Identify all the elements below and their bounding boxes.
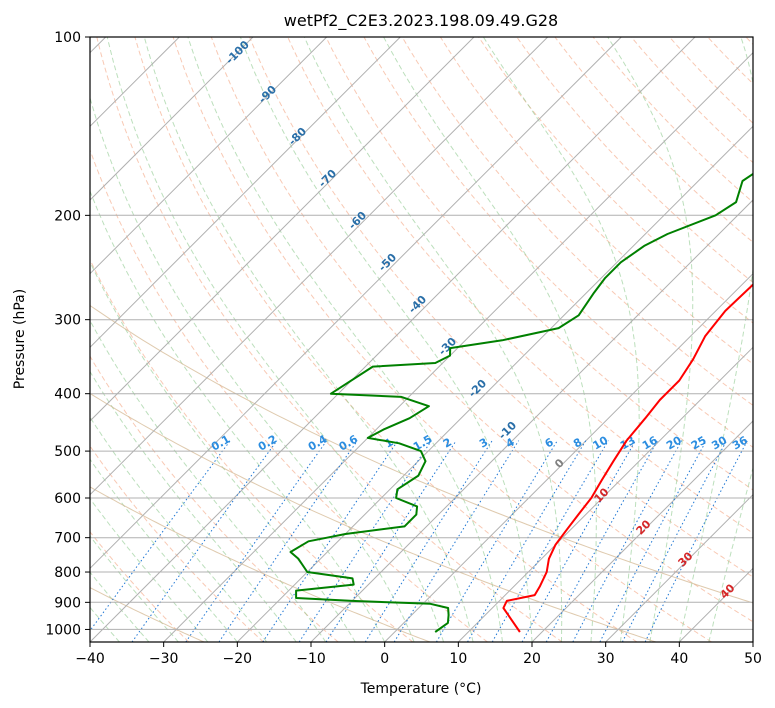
dry-adiabat-line (439, 37, 753, 365)
isotherm-line (163, 51, 753, 642)
mixing-ratio-line (393, 440, 520, 642)
mixing-ratio-line (521, 440, 637, 642)
y-axis-label: Pressure (hPa) (12, 289, 28, 389)
mixing-ratio-line (325, 440, 457, 642)
x-tick-label: −20 (223, 651, 253, 667)
moist-adiabat-line (678, 37, 753, 642)
mixing-ratio-line (185, 440, 328, 642)
x-tick-label: 0 (380, 651, 389, 667)
reference-adiabat-line (90, 587, 205, 642)
mixing-ratio-line (644, 440, 748, 642)
y-tick-label: 200 (54, 208, 81, 224)
isotherm-line (90, 37, 475, 422)
mixing-ratio-line (491, 440, 609, 642)
mixing-ratio-line (572, 440, 683, 642)
mixing-ratio-line (364, 440, 493, 642)
y-tick-label: 600 (54, 491, 81, 507)
moist-adiabat-line (90, 319, 327, 642)
isotherm-line (605, 493, 753, 642)
x-tick-label: 50 (744, 651, 762, 667)
mixing-ratio-line (262, 440, 399, 642)
chart-title: wetPf2_C2E3.2023.198.09.49.G28 (284, 11, 558, 31)
reference-adiabat-line (90, 392, 657, 642)
y-tick-label: 100 (54, 30, 81, 46)
dry-adiabat-line (249, 37, 753, 578)
y-tick-label: 500 (54, 444, 81, 460)
moist-adiabat-line (143, 37, 474, 642)
mixing-ratio-line (131, 440, 278, 642)
plot-frame (89, 36, 754, 643)
dry-adiabat-line (90, 531, 190, 642)
y-tick-label: 400 (54, 387, 81, 403)
x-tick-label: −30 (149, 651, 179, 667)
isotherm-line (90, 37, 696, 642)
dry-adiabat-line (90, 355, 339, 642)
moist-adiabat-line (482, 37, 640, 642)
dry-adiabat-line (325, 37, 753, 491)
y-tick-label: 1000 (45, 622, 81, 638)
dry-adiabat-line (210, 37, 753, 623)
isotherm-line (310, 199, 753, 642)
y-tick-label: 900 (54, 595, 81, 611)
moist-adiabat-line (239, 37, 533, 642)
mixing-ratio-line (435, 440, 558, 642)
moist-adiabat-line (708, 466, 753, 642)
mixing-ratio-line (545, 440, 659, 642)
x-axis-label: Temperature (°C) (360, 681, 482, 697)
moist-adiabat-line (187, 37, 503, 642)
moist-adiabat-line (90, 416, 268, 642)
x-tick-label: 10 (449, 651, 467, 667)
moist-adiabat-line (607, 37, 694, 642)
moist-adiabat-line (303, 37, 563, 642)
isotherm-line (531, 420, 753, 642)
x-tick-label: 40 (670, 651, 688, 667)
y-tick-label: 700 (54, 531, 81, 547)
moist-adiabat-line (106, 37, 445, 642)
reference-adiabat-line (90, 304, 753, 604)
moist-adiabat-line (383, 37, 597, 642)
x-tick-label: −10 (296, 651, 326, 667)
isotherm-line (90, 37, 622, 570)
dry-adiabat-line (134, 37, 638, 642)
mixing-ratio-line (467, 440, 587, 642)
dry-adiabat-line (90, 445, 264, 642)
temperature-profile-line (502, 283, 753, 633)
isotherm-line (236, 125, 753, 642)
x-tick-label: −40 (75, 651, 105, 667)
dry-adiabat-line (172, 37, 712, 642)
y-tick-label: 300 (54, 313, 81, 329)
isotherm-line (90, 37, 254, 201)
dry-adiabat-line (96, 37, 563, 642)
isotherm-line (90, 37, 328, 275)
mixing-ratio-line (90, 440, 231, 632)
moist-adiabat-line (90, 189, 386, 642)
y-tick-label: 800 (54, 565, 81, 581)
dewpoint-profile-line (289, 172, 753, 633)
moist-adiabat-line (90, 458, 238, 642)
x-tick-label: 30 (597, 651, 615, 667)
isotherm-line (384, 272, 753, 642)
dry-adiabat-line (90, 148, 488, 642)
x-tick-label: 20 (523, 651, 541, 667)
dry-adiabat-line (401, 37, 753, 406)
isotherm-line (90, 37, 401, 349)
isotherm-line (90, 37, 549, 496)
